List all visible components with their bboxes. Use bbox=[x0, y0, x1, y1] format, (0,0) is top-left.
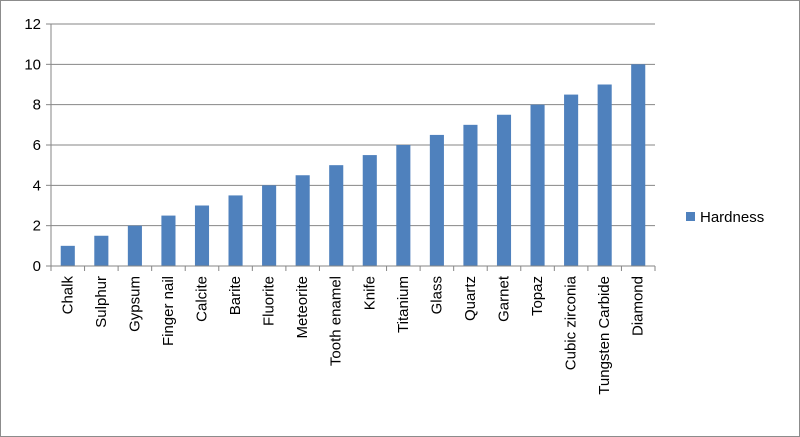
x-axis-ticks: Chalk Sulphur Gypsum Finger nail Calcite Bari… bbox=[59, 275, 646, 395]
y-tick-label: 8 bbox=[33, 97, 41, 114]
x-tick-label: Garnet bbox=[496, 275, 513, 322]
legend-label: Hardness bbox=[700, 209, 764, 226]
bar bbox=[228, 195, 243, 266]
bar bbox=[396, 145, 411, 266]
bar bbox=[262, 185, 277, 266]
y-tick-label: 0 bbox=[33, 258, 41, 275]
x-tick-label: Sulphur bbox=[93, 276, 110, 328]
x-tick-label: Cubic zirconia bbox=[563, 275, 580, 370]
x-tick-label: Glass bbox=[428, 276, 445, 314]
bar bbox=[530, 104, 545, 267]
bar bbox=[94, 235, 109, 266]
legend-swatch bbox=[686, 212, 695, 221]
bar bbox=[295, 175, 310, 266]
y-tick-label: 6 bbox=[33, 137, 41, 154]
y-tick-label: 2 bbox=[33, 218, 41, 235]
x-tick-label: Calcite bbox=[194, 276, 211, 322]
x-tick-label: Topaz bbox=[529, 276, 546, 316]
bar bbox=[597, 84, 612, 266]
bar bbox=[127, 225, 142, 266]
x-tick-label: Tooth enamel bbox=[328, 276, 345, 366]
x-tick-label: Quartz bbox=[462, 276, 479, 321]
bar bbox=[362, 155, 377, 266]
x-tick-label: Chalk bbox=[59, 276, 76, 315]
x-tick-label: Titanium bbox=[395, 276, 412, 333]
bar bbox=[194, 205, 210, 266]
x-tick-label: Barite bbox=[227, 276, 244, 315]
x-tick-label: Tungsten Carbide bbox=[596, 276, 613, 395]
legend: Hardness bbox=[686, 209, 764, 226]
bar bbox=[564, 94, 579, 266]
x-tick-label: Diamond bbox=[630, 276, 647, 336]
y-axis-ticks: 0 2 4 6 8 10 12 bbox=[24, 16, 41, 275]
x-tick-label: Finger nail bbox=[160, 276, 177, 346]
y-tick-label: 4 bbox=[33, 177, 41, 194]
y-tick-label: 12 bbox=[24, 16, 41, 33]
x-tick-label: Knife bbox=[361, 276, 378, 310]
x-tick-label: Gypsum bbox=[126, 276, 143, 332]
bar bbox=[631, 64, 646, 266]
bar bbox=[161, 215, 176, 266]
x-axis bbox=[50, 24, 656, 271]
bar bbox=[463, 124, 478, 266]
bar bbox=[496, 114, 512, 266]
bar bbox=[329, 165, 344, 266]
bar bbox=[429, 134, 444, 266]
x-tick-label: Fluorite bbox=[261, 276, 278, 326]
bars bbox=[60, 64, 646, 267]
y-tick-label: 10 bbox=[24, 56, 41, 73]
x-tick-label: Meteorite bbox=[294, 276, 311, 339]
bar bbox=[60, 245, 75, 266]
